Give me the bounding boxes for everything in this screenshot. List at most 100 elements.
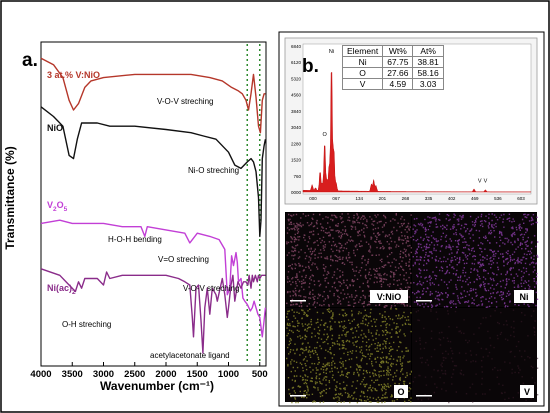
eds-peak-label: Ni (329, 49, 334, 55)
eds-cell: 3.03 (412, 78, 444, 90)
eds-peak-label: V (478, 179, 482, 185)
legend-v2o5: V2O5 (47, 200, 68, 213)
legend-niac: Ni(ac)2 (47, 283, 76, 296)
map-tile (412, 308, 537, 402)
eds-table-row: V 4.59 3.03 (341, 78, 444, 90)
x-tick-label: 500 (252, 369, 268, 380)
eds-cell: 38.81 (412, 56, 444, 68)
eds-x-tick-label: 335 (425, 196, 433, 201)
eds-peak-label: O (323, 132, 328, 138)
map-label-bg (370, 290, 408, 303)
eds-cell: 58.16 (412, 67, 444, 79)
eds-y-tick-label: 5320 (291, 76, 302, 81)
map-label-bg (514, 290, 534, 303)
legend-v2o5-sub: 2 (53, 206, 57, 213)
annotation-oh: O-H streching (62, 320, 111, 329)
ftir-x-axis: 4000 3500 3000 2500 2000 1500 1000 500 (30, 362, 268, 380)
map-label: O (397, 387, 404, 397)
eds-y-tick-label: 3840 (291, 109, 302, 114)
eds-y-tick-label: 0000 (291, 190, 302, 195)
series-line (40, 268, 266, 354)
eds-y-tick-label: 1520 (291, 158, 302, 163)
series-line (40, 106, 267, 238)
x-tick-label: 2000 (155, 369, 176, 380)
legend-nio: NiO (47, 123, 63, 133)
x-tick-label: 2500 (124, 369, 145, 380)
eds-table-row: O 27.66 58.16 (341, 67, 444, 79)
eds-cell: O (341, 67, 384, 79)
map-label: V:NiO (377, 292, 402, 302)
eds-x-tick-label: 201 (379, 196, 387, 201)
x-axis-label: Wavenumber (cm⁻¹) (100, 379, 214, 393)
scale-bar (290, 395, 306, 397)
eds-x-tick-label: 134 (355, 196, 363, 201)
map-speckle-path (412, 213, 539, 309)
annotation-v=o: V=O streching (158, 255, 209, 264)
eds-spectrum-fill (302, 71, 532, 193)
map-speckle (412, 213, 539, 309)
eds-x-tick-label: 067 (332, 196, 340, 201)
y-axis-label: Transmittance (%) (3, 146, 17, 249)
panel-b-label: b. (302, 56, 319, 77)
ftir-plot-frame (40, 41, 267, 367)
ftir-reference-lines (246, 44, 261, 364)
eds-cell: V (341, 78, 384, 90)
eds-cell: 67.75 (382, 56, 414, 68)
ftir-series-group (40, 57, 267, 354)
annotation-vov-1: V-O-V streching (157, 97, 213, 106)
x-tick-label: 3500 (62, 369, 83, 380)
eds-cell: 27.66 (382, 67, 414, 79)
eds-header-wt: Wt% (382, 45, 414, 57)
eds-y-tick-label: 4560 (291, 93, 302, 98)
series-line (40, 57, 266, 134)
eds-table-row: Ni 67.75 38.81 (341, 56, 444, 68)
legend-niac-sub: 2 (72, 289, 76, 296)
annotation-nio: Ni-O streching (188, 166, 239, 175)
eds-header-at: At% (412, 45, 444, 57)
annotation-vov-2: V-O-V streching (183, 284, 239, 293)
eds-x-tick-label: 603 (517, 196, 525, 201)
legend-niac-text: Ni(ac) (47, 283, 72, 293)
eds-header-element: Element (341, 45, 384, 57)
x-tick-label: 4000 (30, 369, 51, 380)
eds-x-tick-label: 469 (471, 196, 479, 201)
map-label-bg (520, 385, 534, 398)
legend-v2o5-sub2: 5 (64, 206, 68, 213)
legend-v2o5-v: V (47, 200, 53, 210)
eds-table-header: Element Wt% At% (341, 45, 444, 57)
map-label: Ni (520, 292, 529, 302)
eds-x-tick-label: 402 (448, 196, 456, 201)
series-line (40, 219, 267, 338)
map-label-bg (394, 385, 408, 398)
panel-a-label: a. (22, 50, 38, 71)
eds-cell: Ni (341, 56, 384, 68)
eds-x-tick-label: 536 (494, 196, 502, 201)
x-tick-label: 1500 (187, 369, 208, 380)
eds-y-tick-label: 6840 (291, 44, 302, 49)
x-tick-label: 3000 (93, 369, 114, 380)
map-label: V (524, 387, 530, 397)
eds-y-tick-label: 3040 (291, 125, 302, 130)
eds-y-axis: 6840 6120 5320 4560 3840 3040 2280 1520 760 0000 (291, 44, 302, 195)
elemental-maps: V:NiO Ni O V (286, 213, 539, 404)
scale-bar (290, 300, 306, 302)
scale-bar (416, 300, 432, 302)
eds-x-tick-label: 268 (402, 196, 410, 201)
eds-peak-label: V (484, 179, 488, 185)
eds-y-tick-label: 6120 (291, 60, 302, 65)
eds-x-tick-label: 000 (309, 196, 317, 201)
scale-bar (416, 395, 432, 397)
eds-x-axis: 000 067 134 201 268 335 402 469 536 603 (309, 196, 525, 201)
eds-cell: 4.59 (382, 78, 414, 90)
x-tick-label: 1000 (218, 369, 239, 380)
annotation-acac: acetylacetonate ligand (150, 351, 230, 360)
eds-composition-table: Element Wt% At% Ni 67.75 38.81 O 27.66 5… (341, 45, 444, 90)
eds-y-tick-label: 760 (293, 174, 301, 179)
legend-v2o5-o: O (57, 200, 64, 210)
annotation-hoh: H-O-H bending (108, 235, 162, 244)
legend-vnio: 3 at.% V:NiO (47, 70, 100, 80)
eds-y-tick-label: 2280 (291, 141, 302, 146)
